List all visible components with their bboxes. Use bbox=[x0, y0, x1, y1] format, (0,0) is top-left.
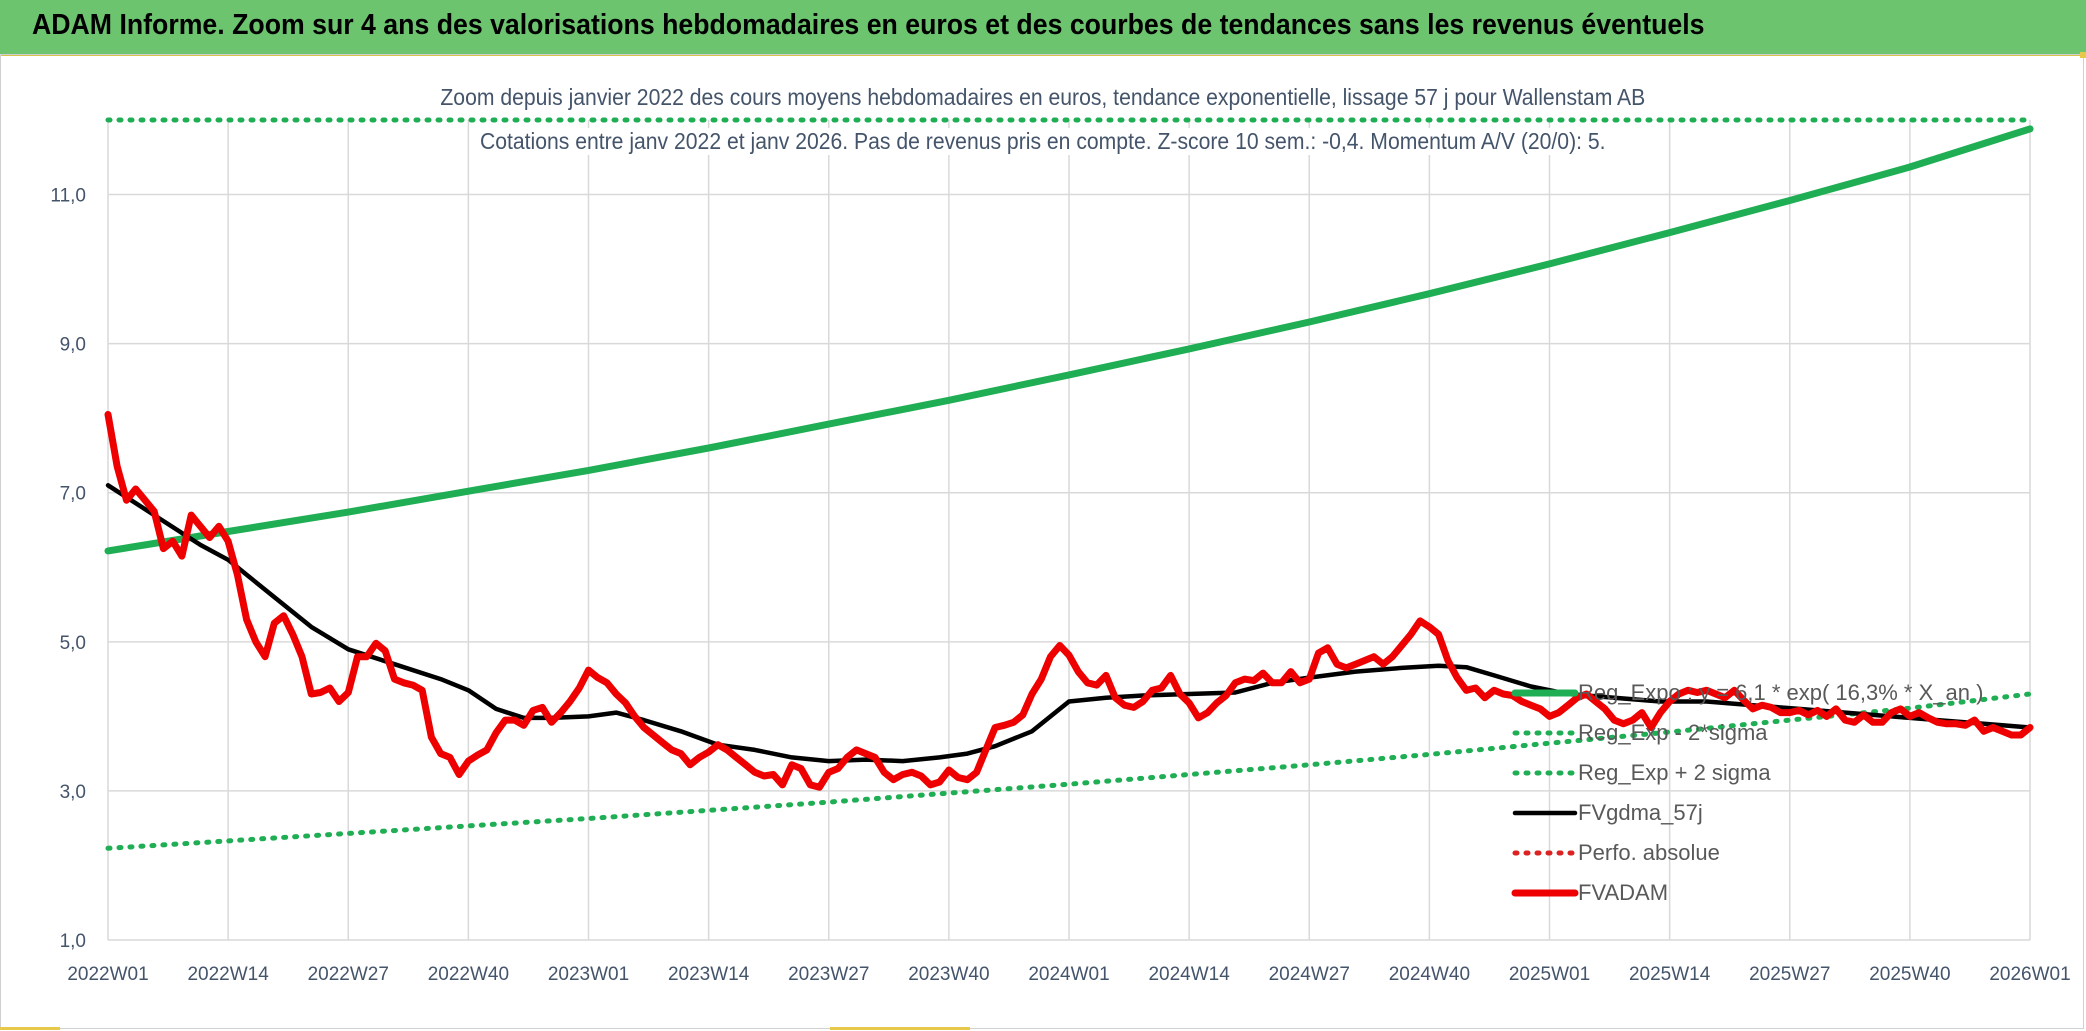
x-tick-label: 2024W27 bbox=[1269, 964, 1350, 985]
y-tick-label: 7,0 bbox=[60, 484, 86, 505]
legend-label: FVgdma_57j bbox=[1578, 800, 1703, 825]
y-tick-label: 3,0 bbox=[60, 782, 86, 803]
x-tick-label: 2022W14 bbox=[187, 964, 269, 985]
legend-label: Reg_Exp + 2 sigma bbox=[1578, 760, 1771, 785]
series-reg-exp-2-sigma-line bbox=[105, 691, 2033, 851]
y-tick-label: 5,0 bbox=[60, 633, 86, 654]
x-tick-label: 2024W01 bbox=[1028, 964, 1109, 985]
legend-label: Perfo. absolue bbox=[1578, 840, 1720, 865]
legend-label: Reg_Exp - 2*sigma bbox=[1578, 720, 1768, 745]
chart-title-wrapper: Zoom depuis janvier 2022 des cours moyen… bbox=[0, 84, 2086, 111]
x-tick-label: 2023W40 bbox=[908, 964, 989, 985]
x-tick-label: 2025W14 bbox=[1629, 964, 1711, 985]
x-tick-label: 2024W40 bbox=[1389, 964, 1470, 985]
series-fvadam-line bbox=[104, 411, 2034, 791]
x-tick-label: 2023W27 bbox=[788, 964, 869, 985]
x-tick-label: 2023W14 bbox=[668, 964, 750, 985]
chart-title: Zoom depuis janvier 2022 des cours moyen… bbox=[436, 84, 1650, 111]
series-reg-expo-y-6-1-exp-16-3-x-an-line bbox=[104, 125, 2034, 555]
x-tick-label: 2023W01 bbox=[548, 964, 629, 985]
y-tick-label: 9,0 bbox=[60, 335, 86, 356]
y-tick-label: 1,0 bbox=[60, 931, 86, 952]
x-tick-label: 2024W14 bbox=[1148, 964, 1230, 985]
x-tick-label: 2025W01 bbox=[1509, 964, 1590, 985]
chart-frame bbox=[0, 54, 2084, 1029]
legend-label: FVADAM bbox=[1578, 880, 1668, 905]
x-tick-label: 2025W27 bbox=[1749, 964, 1830, 985]
x-tick-label: 2022W40 bbox=[428, 964, 509, 985]
chart-subtitle: Cotations entre janv 2022 et janv 2026. … bbox=[476, 128, 1610, 155]
corner-accent-left bbox=[0, 1027, 60, 1030]
series-fvgdma-57j-line bbox=[105, 483, 2033, 764]
legend-label: Reg_Expo : y = 6,1 * exp( 16,3% * X_an ) bbox=[1578, 680, 1983, 705]
report-title: ADAM Informe. Zoom sur 4 ans des valoris… bbox=[32, 9, 1705, 41]
corner-accent-center bbox=[830, 1027, 970, 1030]
x-tick-label: 2025W40 bbox=[1869, 964, 1950, 985]
corner-accent-right bbox=[2080, 52, 2086, 58]
chart-subtitle-wrapper: Cotations entre janv 2022 et janv 2026. … bbox=[0, 128, 2086, 155]
x-tick-label: 2022W01 bbox=[67, 964, 148, 985]
x-tick-label: 2026W01 bbox=[1989, 964, 2070, 985]
report-banner: ADAM Informe. Zoom sur 4 ans des valoris… bbox=[0, 0, 2086, 56]
y-tick-label: 11,0 bbox=[50, 186, 86, 207]
x-tick-label: 2022W27 bbox=[308, 964, 389, 985]
